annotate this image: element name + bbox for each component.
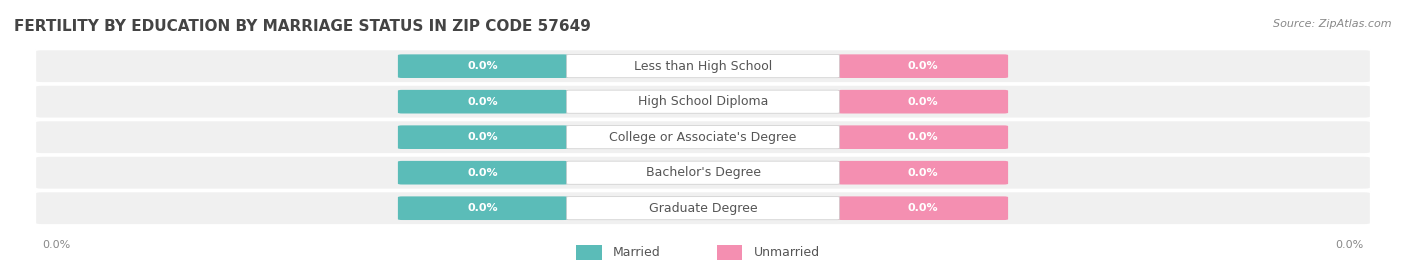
FancyBboxPatch shape	[838, 161, 1008, 185]
FancyBboxPatch shape	[35, 191, 1371, 225]
Text: Married: Married	[613, 246, 661, 259]
FancyBboxPatch shape	[717, 245, 742, 260]
FancyBboxPatch shape	[398, 54, 568, 78]
FancyBboxPatch shape	[398, 161, 568, 185]
FancyBboxPatch shape	[567, 55, 839, 78]
FancyBboxPatch shape	[567, 126, 839, 149]
Text: 0.0%: 0.0%	[908, 61, 938, 71]
FancyBboxPatch shape	[567, 197, 839, 220]
Text: 0.0%: 0.0%	[908, 203, 938, 213]
FancyBboxPatch shape	[35, 120, 1371, 154]
FancyBboxPatch shape	[567, 161, 839, 184]
Text: FERTILITY BY EDUCATION BY MARRIAGE STATUS IN ZIP CODE 57649: FERTILITY BY EDUCATION BY MARRIAGE STATU…	[14, 19, 591, 34]
Text: 0.0%: 0.0%	[468, 203, 498, 213]
Text: 0.0%: 0.0%	[42, 240, 70, 250]
Text: Graduate Degree: Graduate Degree	[648, 202, 758, 215]
Text: College or Associate's Degree: College or Associate's Degree	[609, 131, 797, 144]
FancyBboxPatch shape	[35, 49, 1371, 83]
Text: 0.0%: 0.0%	[468, 168, 498, 178]
FancyBboxPatch shape	[398, 90, 568, 114]
Text: 0.0%: 0.0%	[468, 61, 498, 71]
Text: Unmarried: Unmarried	[754, 246, 820, 259]
FancyBboxPatch shape	[576, 245, 602, 260]
FancyBboxPatch shape	[398, 125, 568, 149]
FancyBboxPatch shape	[35, 85, 1371, 119]
FancyBboxPatch shape	[398, 196, 568, 220]
FancyBboxPatch shape	[838, 125, 1008, 149]
FancyBboxPatch shape	[35, 156, 1371, 190]
Text: 0.0%: 0.0%	[908, 132, 938, 142]
Text: 0.0%: 0.0%	[1336, 240, 1364, 250]
Text: Bachelor's Degree: Bachelor's Degree	[645, 166, 761, 179]
Text: 0.0%: 0.0%	[468, 132, 498, 142]
Text: 0.0%: 0.0%	[468, 97, 498, 107]
Text: Source: ZipAtlas.com: Source: ZipAtlas.com	[1274, 19, 1392, 29]
Text: 0.0%: 0.0%	[908, 168, 938, 178]
Text: Less than High School: Less than High School	[634, 60, 772, 73]
FancyBboxPatch shape	[838, 54, 1008, 78]
Text: 0.0%: 0.0%	[908, 97, 938, 107]
Text: High School Diploma: High School Diploma	[638, 95, 768, 108]
FancyBboxPatch shape	[838, 196, 1008, 220]
FancyBboxPatch shape	[838, 90, 1008, 114]
FancyBboxPatch shape	[567, 90, 839, 113]
